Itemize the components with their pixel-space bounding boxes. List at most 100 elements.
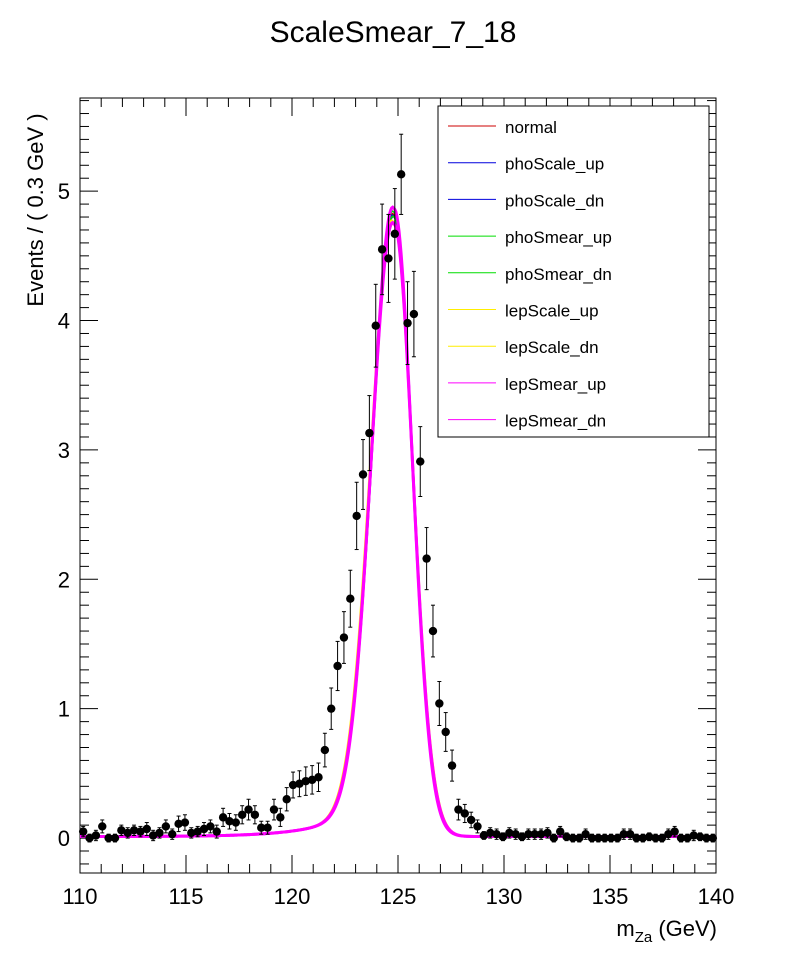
data-point [148,831,158,840]
data-point [269,805,279,814]
data-point [168,829,177,839]
data-point [98,822,107,831]
y-axis-label: Events / ( 0.3 GeV ) [23,113,48,306]
data-point [212,827,221,836]
x-tick-label: 125 [380,884,417,909]
data-point [218,813,228,822]
data-point [486,828,495,838]
y-tick-label: 5 [58,179,70,204]
data-point [78,827,88,836]
y-tick-label: 2 [58,567,70,592]
data-point [327,704,336,713]
data-point [479,831,489,840]
data-point [435,699,444,708]
data-point [428,626,438,636]
legend-label: lepSmear_dn [505,412,606,431]
data-point [619,829,628,839]
data-point [206,822,215,831]
data-point [613,833,622,843]
data-point [568,833,578,843]
data-point [549,833,559,843]
data-point [422,554,431,563]
data-point [244,805,253,814]
data-point [301,776,310,786]
data-point [263,823,272,832]
data-point [638,833,648,843]
data-point [371,321,380,330]
data-point [333,661,342,671]
data-point [530,829,539,839]
data-point [231,818,241,827]
data-point [352,511,361,521]
x-axis-label: mZa (GeV) [616,916,717,946]
x-axis-label-sub: Za [635,929,653,946]
chart-title: ScaleSmear_7_18 [270,16,517,49]
data-point [651,833,660,843]
legend-label: lepSmear_up [505,375,606,394]
legend-label: phoScale_dn [505,191,604,210]
data-point [498,832,508,841]
data-point [396,170,406,179]
data-point [632,833,641,843]
data-point [492,829,501,839]
legend-box [437,105,710,438]
data-point [689,831,698,840]
data-point [136,827,145,836]
legend-label: phoSmear_dn [505,265,612,284]
data-point [473,822,482,831]
data-point [562,832,571,841]
data-point [91,831,101,840]
data-point [676,833,686,843]
data-point [314,773,323,782]
legend-label: normal [505,118,557,137]
data-point [454,805,463,814]
data-point [695,832,705,841]
data-point [670,827,679,836]
data-point [384,254,393,263]
data-point [250,810,260,819]
data-point [555,827,565,836]
data-point [123,828,132,838]
data-point [403,318,412,328]
data-point [117,826,126,835]
data-point [377,245,387,254]
x-tick-label: 110 [62,884,97,909]
data-point [358,470,368,479]
data-point [505,828,514,838]
x-axis-label-main: m [616,916,634,941]
data-point [447,761,457,770]
data-point [346,594,355,603]
data-point [708,833,718,843]
data-point [104,833,113,843]
data-point [276,813,285,822]
data-point [409,309,419,319]
data-point [85,833,94,843]
data-point [295,779,304,788]
data-point [161,822,171,831]
y-tick-label: 3 [58,438,70,463]
x-axis-label-unit: (GeV) [652,916,717,941]
data-point [657,833,667,843]
x-tick-label: 135 [592,884,629,909]
data-point [129,826,139,835]
legend-label: phoScale_up [505,155,604,174]
data-point [320,745,330,755]
data-point [645,832,654,841]
data-point [575,833,584,843]
data-point [536,829,546,839]
data-point [517,832,527,841]
data-point [511,829,520,839]
data-point [257,823,266,832]
data-point [339,633,349,642]
data-point [441,727,450,737]
data-point [193,827,202,836]
legend-label: lepScale_up [505,302,599,321]
data-point [307,775,317,785]
data-point [225,817,234,826]
y-tick-label: 4 [58,309,70,334]
y-tick-label: 1 [58,697,70,722]
x-tick-label: 140 [698,884,735,909]
data-point [365,428,374,438]
data-point [702,833,711,843]
